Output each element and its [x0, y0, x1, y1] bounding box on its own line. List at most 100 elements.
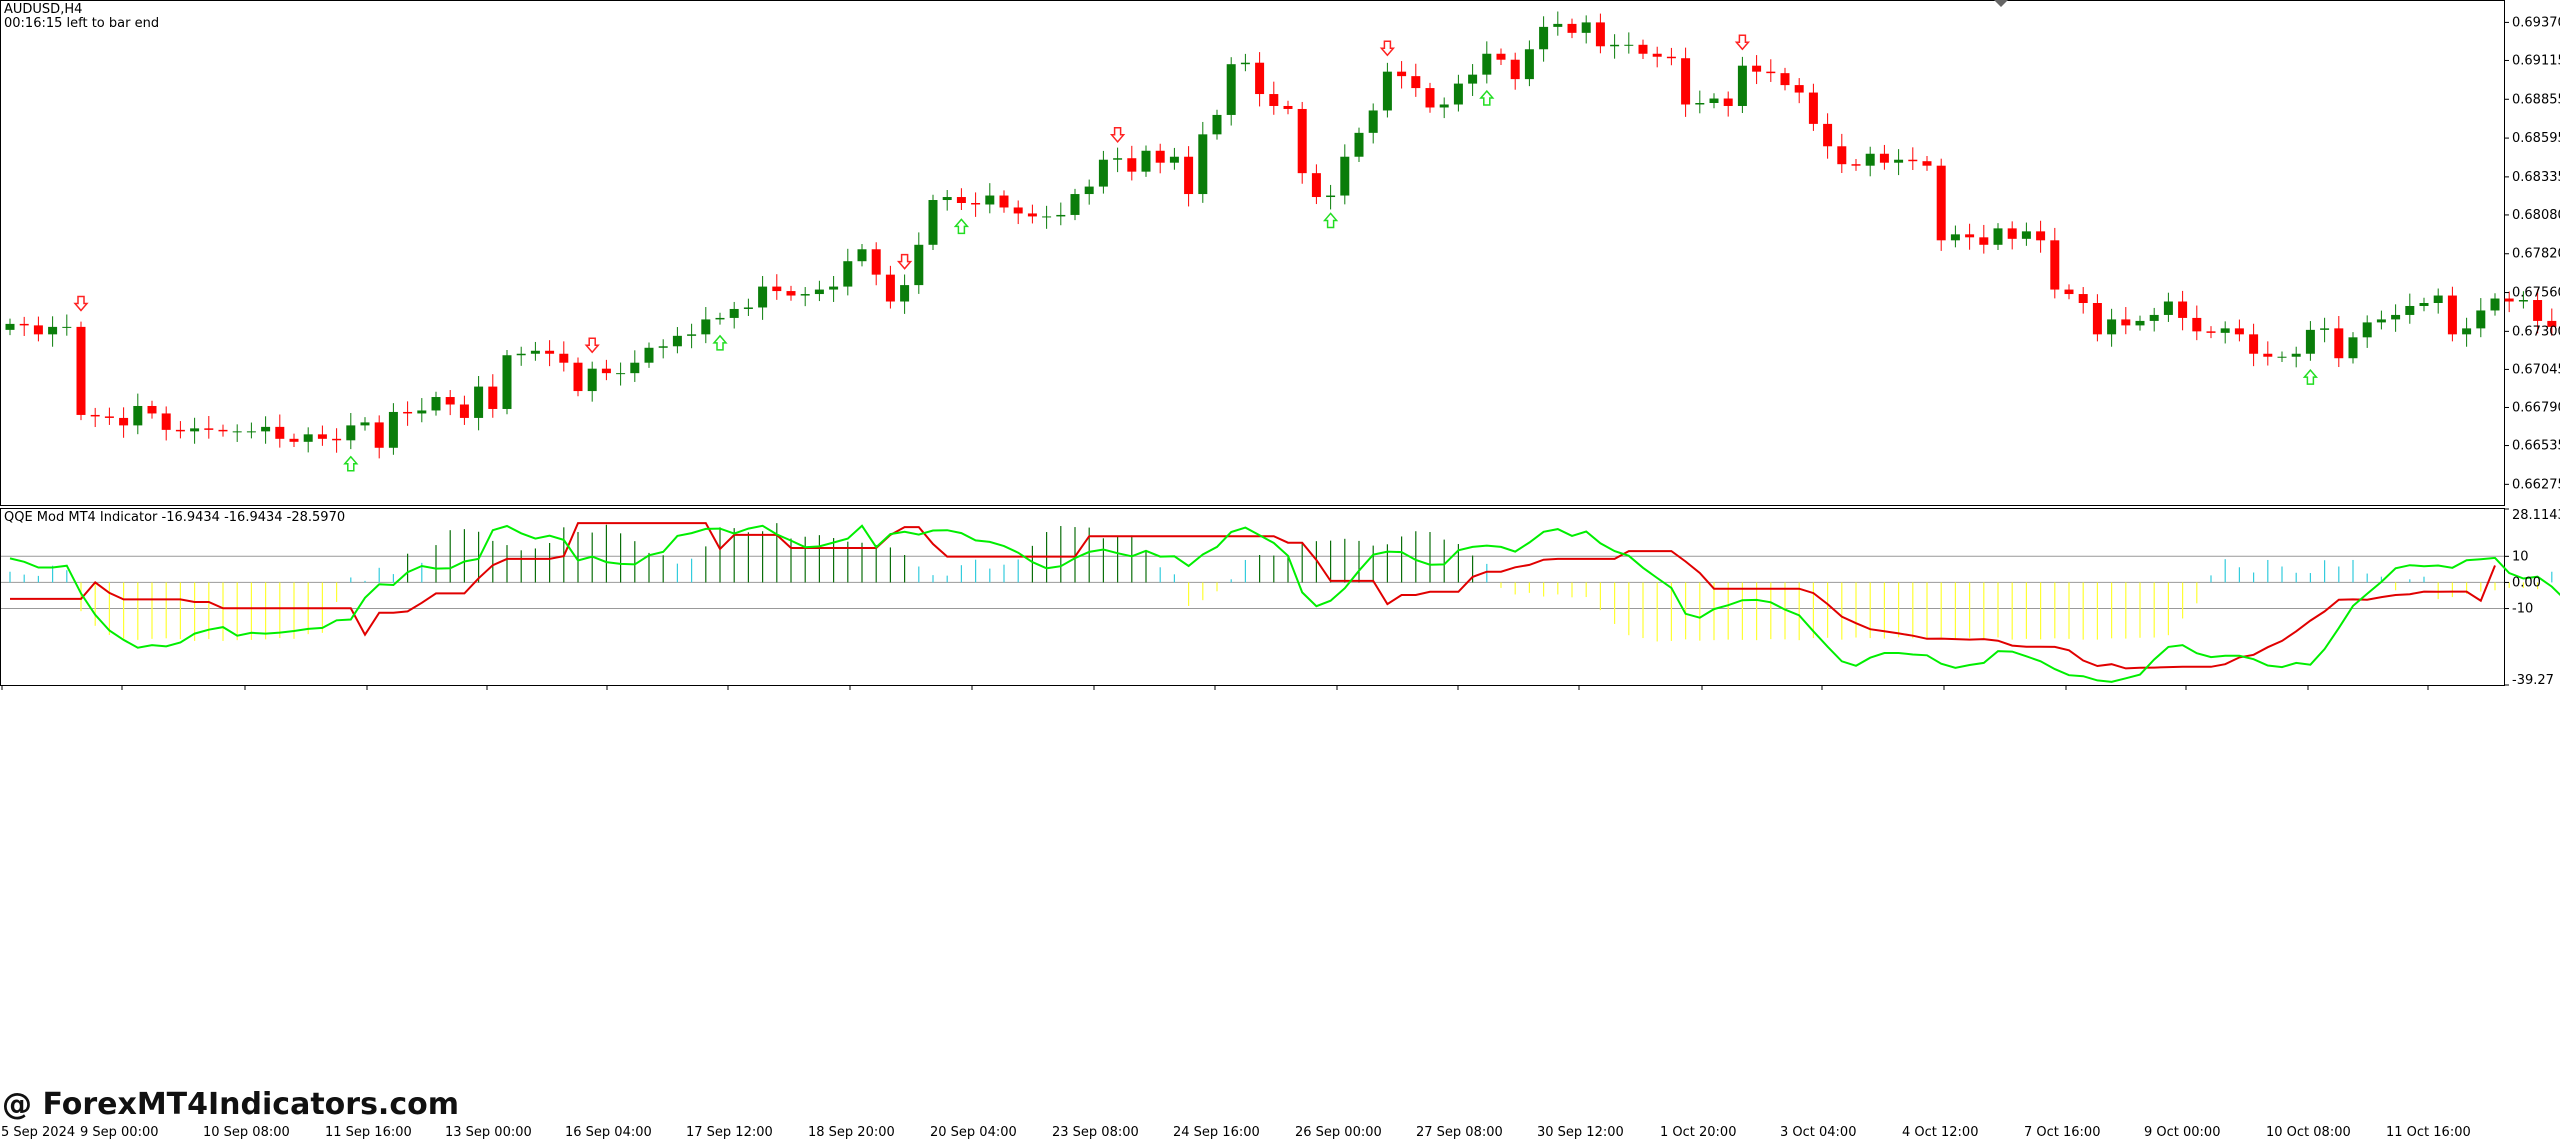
candle-bull: [2476, 310, 2486, 329]
indicator-plot: [1, 522, 2560, 683]
time-tick-label: 7 Oct 16:00: [2024, 1125, 2100, 1140]
candle-bear: [573, 362, 583, 392]
candle-bear: [161, 413, 171, 430]
candle-bull: [474, 386, 484, 418]
candle-bear: [317, 434, 327, 439]
candle-bull: [2305, 329, 2315, 354]
candle-bull: [417, 410, 427, 414]
candle-bear: [1979, 237, 1989, 245]
candle-bull: [2433, 295, 2443, 303]
candle-bull: [1056, 214, 1066, 217]
candle-bull: [1581, 22, 1591, 33]
candle-bull: [246, 431, 256, 433]
price-tick-label: 0.68855: [2512, 92, 2560, 107]
candle-bear: [545, 350, 555, 354]
indicator-axis: 28.1143 10 0.00 -10 -39.27: [2504, 508, 2560, 688]
candle-bear: [1297, 108, 1307, 174]
candle-bull: [687, 334, 697, 336]
candle-bull: [1695, 103, 1705, 105]
candle-bear: [2050, 240, 2060, 290]
candle-bull: [814, 289, 824, 295]
candle-bear: [1283, 105, 1293, 109]
candle-bear: [204, 428, 214, 430]
time-tick-label: 10 Sep 08:00: [203, 1125, 290, 1140]
candle-bear: [275, 426, 285, 439]
candle-bear: [2192, 317, 2202, 332]
candle-bear: [956, 197, 966, 203]
candle-bear: [19, 323, 29, 326]
price-tick-label: 0.66275: [2512, 477, 2560, 492]
candle-bull: [1113, 158, 1123, 160]
candle-bear: [459, 404, 469, 418]
candle-bull: [630, 362, 640, 374]
time-tick-label: 24 Sep 16:00: [1173, 1125, 1260, 1140]
candle-bear: [1411, 76, 1421, 89]
main-chart-title: AUDUSD,H4: [4, 2, 82, 17]
indicator-tick-label: 10: [2512, 549, 2529, 564]
candle-bull: [1340, 156, 1350, 196]
candle-bear: [2178, 301, 2188, 318]
candle-bear: [289, 438, 299, 442]
candle-bull: [431, 397, 441, 411]
candle-bear: [1255, 62, 1265, 95]
candle-bear: [1922, 161, 1932, 166]
candle-bull: [829, 286, 839, 290]
candle-bear: [33, 325, 43, 335]
candle-bull: [1553, 23, 1563, 27]
candle-bull: [1439, 104, 1449, 108]
candle-bear: [559, 353, 569, 363]
candle-bull: [843, 261, 853, 287]
candle-bull: [388, 411, 398, 448]
candle-bull: [502, 355, 512, 409]
candle-bull: [743, 307, 753, 309]
candle-bear: [1652, 53, 1662, 57]
candle-bear: [1808, 92, 1818, 124]
candle-bear: [2121, 319, 2131, 326]
candle-bear: [147, 405, 157, 414]
candle-bear: [1184, 156, 1194, 195]
sell-arrow-icon: [584, 337, 600, 354]
candle-bear: [1780, 73, 1790, 86]
candle-bull: [985, 195, 995, 205]
candle-bull: [1894, 159, 1904, 163]
candle-bull: [2021, 231, 2031, 239]
time-tick-label: 10 Oct 08:00: [2266, 1125, 2351, 1140]
chart-shift-marker-icon[interactable]: [1994, 0, 2008, 7]
candle-bear: [403, 411, 413, 414]
indicator-tick-label: 28.1143: [2512, 508, 2560, 523]
candle-bear: [2447, 295, 2457, 335]
candle-bear: [76, 326, 86, 415]
candle-bull: [2376, 319, 2386, 323]
candle-bull: [2135, 320, 2145, 326]
candle-bear: [1595, 22, 1605, 47]
candle-bear: [2263, 353, 2273, 357]
candle-bull: [1610, 44, 1620, 47]
candle-bull: [1539, 26, 1549, 50]
candle-bull: [1624, 44, 1634, 46]
candle-bull: [2419, 303, 2429, 306]
time-tick-label: 23 Sep 08:00: [1052, 1125, 1139, 1140]
bar-timer: 00:16:15 left to bar end: [4, 16, 159, 31]
candle-bull: [1865, 153, 1875, 166]
candle-bull: [1169, 156, 1179, 163]
candle-bull: [303, 434, 313, 442]
buy-arrow-icon: [2302, 369, 2319, 385]
main-plot: [6, 12, 2557, 472]
candle-bear: [2547, 320, 2557, 327]
candle-bull: [2220, 328, 2230, 333]
candle-bull: [1354, 132, 1364, 157]
candle-bear: [1908, 159, 1918, 162]
candle-bear: [218, 429, 228, 432]
candle-bull: [2291, 353, 2301, 357]
candle-bull: [1950, 234, 1960, 241]
candle-bull: [2405, 305, 2415, 315]
candle-bull: [2320, 328, 2330, 330]
candle-bull: [900, 285, 910, 302]
candle-bull: [715, 317, 725, 320]
candle-bear: [1837, 146, 1847, 165]
candle-bull: [857, 249, 867, 262]
candle-bear: [2092, 303, 2102, 335]
